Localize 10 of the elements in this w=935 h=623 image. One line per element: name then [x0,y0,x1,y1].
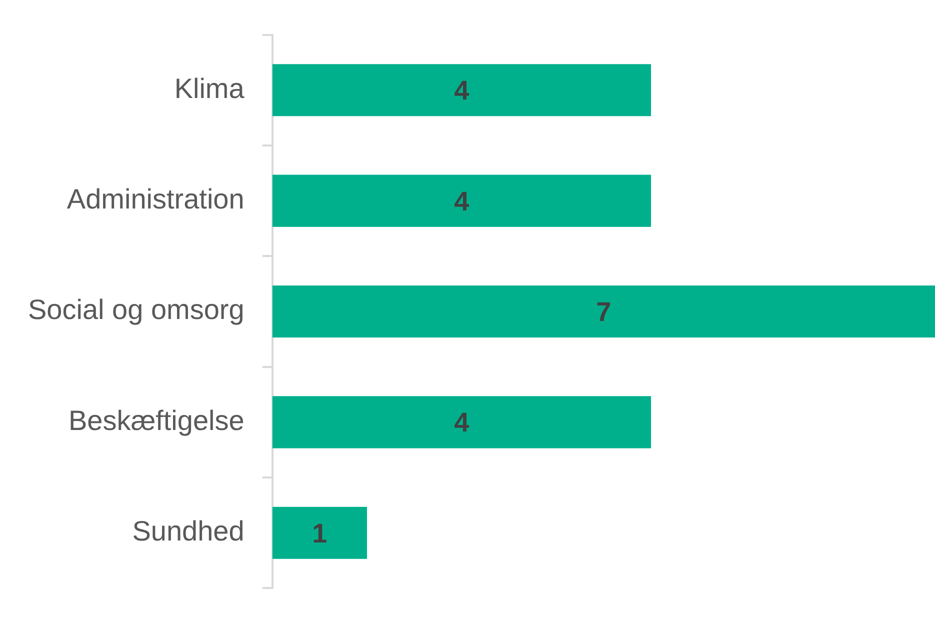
data-label: 7 [596,296,612,327]
y-tick-label: Klima [174,72,245,104]
y-tick-label: Sundhed [132,516,244,547]
y-tick-label: Beskæftigelse [68,404,244,436]
y-tick-label: Social og omsorg [28,294,244,326]
y-tick-label: Administration [66,184,244,215]
data-label: 4 [454,76,470,106]
data-label: 4 [454,408,470,438]
data-label: 1 [312,518,328,548]
data-label: 4 [454,186,470,216]
